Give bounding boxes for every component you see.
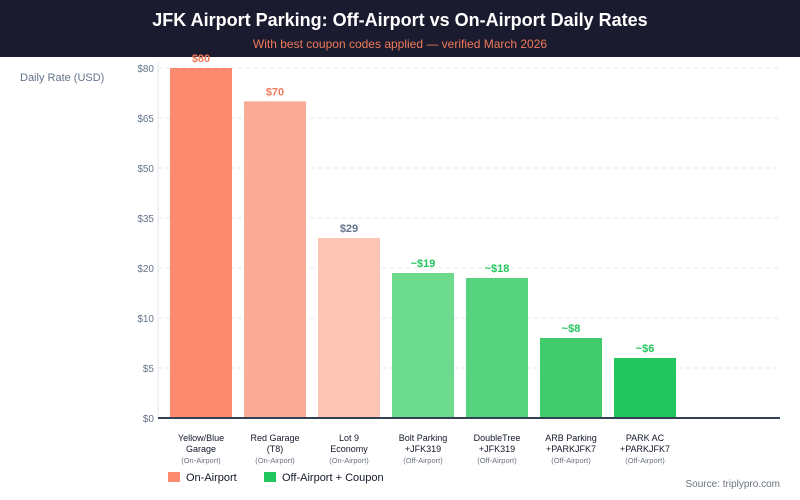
x-tick-label: Red Garage <box>250 433 299 443</box>
chart-title: JFK Airport Parking: Off-Airport vs On-A… <box>152 10 648 30</box>
data-label: ~$8 <box>562 323 581 335</box>
legend-swatch <box>168 472 180 482</box>
x-tick-label: +JFK319 <box>405 444 441 454</box>
source-note: Source: triplypro.com <box>685 479 780 490</box>
x-tick-label: Garage <box>186 444 216 454</box>
x-tick-sublabel: (On-Airport) <box>329 456 369 465</box>
data-label: $80 <box>192 53 210 65</box>
y-axis-label: Daily Rate (USD) <box>20 72 104 84</box>
bar <box>540 338 602 418</box>
x-tick-sublabel: (Off-Airport) <box>403 456 443 465</box>
x-tick-label: +PARKJFK7 <box>620 444 670 454</box>
y-tick-label: $65 <box>137 114 154 125</box>
bar <box>170 68 232 418</box>
y-tick-label: $50 <box>137 164 154 175</box>
legend-swatch <box>264 472 276 482</box>
x-tick-sublabel: (Off-Airport) <box>477 456 517 465</box>
bar <box>244 101 306 418</box>
x-tick-label: Lot 9 <box>339 433 359 443</box>
y-tick-label: $20 <box>137 264 154 275</box>
data-label: $29 <box>340 223 358 235</box>
y-tick-label: $10 <box>137 314 154 325</box>
bar <box>392 273 454 418</box>
x-tick-label: (T8) <box>267 444 284 454</box>
bar <box>318 238 380 418</box>
x-tick-label: Bolt Parking <box>399 433 448 443</box>
x-tick-label: PARK AC <box>626 433 665 443</box>
x-tick-label: Yellow/Blue <box>178 433 224 443</box>
bar <box>466 278 528 418</box>
legend-label: Off-Airport + Coupon <box>282 472 384 484</box>
y-tick-label: $35 <box>137 214 154 225</box>
data-label: ~$18 <box>485 263 510 275</box>
x-tick-sublabel: (On-Airport) <box>255 456 295 465</box>
chart-subtitle: With best coupon codes applied — verifie… <box>252 37 548 51</box>
x-tick-sublabel: (On-Airport) <box>181 456 221 465</box>
x-tick-label: +JFK319 <box>479 444 515 454</box>
bar <box>614 358 676 418</box>
x-tick-label: ARB Parking <box>545 433 597 443</box>
data-label: ~$6 <box>636 343 655 355</box>
data-label: $70 <box>266 86 284 98</box>
x-tick-sublabel: (Off-Airport) <box>551 456 591 465</box>
chart-header: JFK Airport Parking: Off-Airport vs On-A… <box>0 0 800 57</box>
data-label: ~$19 <box>411 258 436 270</box>
x-tick-label: DoubleTree <box>474 433 521 443</box>
x-tick-sublabel: (Off-Airport) <box>625 456 665 465</box>
y-tick-label: $80 <box>137 64 154 75</box>
x-tick-label: Economy <box>330 444 368 454</box>
legend-label: On-Airport <box>186 472 237 484</box>
y-tick-label: $5 <box>143 364 155 375</box>
x-tick-label: +PARKJFK7 <box>546 444 596 454</box>
y-tick-label: $0 <box>143 414 155 425</box>
